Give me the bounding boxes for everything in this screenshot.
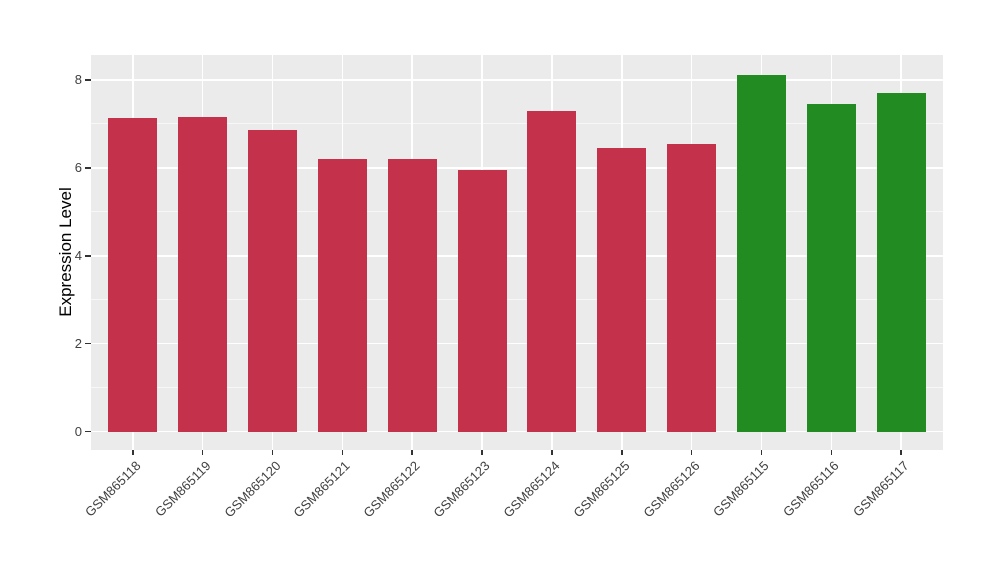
x-tick-mark <box>900 450 902 455</box>
y-tick-label: 6 <box>74 159 82 175</box>
x-tick-mark <box>132 450 134 455</box>
bar-GSM865118 <box>108 118 158 432</box>
y-tick-mark <box>85 430 91 433</box>
bar-GSM865124 <box>527 110 577 432</box>
y-tick-mark <box>85 342 91 345</box>
x-tick-mark <box>760 450 763 455</box>
gridline-minor <box>91 387 943 389</box>
x-tick-label: GSM865116 <box>780 458 842 520</box>
bar-GSM865119 <box>178 116 228 432</box>
x-tick-label: GSM865121 <box>290 458 354 521</box>
bar-GSM865126 <box>667 143 717 432</box>
gridline-minor <box>91 299 943 301</box>
plot-panel <box>91 55 943 450</box>
bar-GSM865117 <box>876 93 926 432</box>
x-tick-mark <box>271 450 274 455</box>
gridline-major <box>91 342 943 345</box>
gridline-minor <box>91 123 943 125</box>
x-tick-label: GSM865118 <box>81 458 144 520</box>
x-tick-label: GSM865123 <box>430 458 493 521</box>
bar-GSM865115 <box>736 74 786 432</box>
x-tick-mark <box>830 450 832 455</box>
x-tick-mark <box>411 450 413 455</box>
x-tick-label: GSM865125 <box>570 458 633 521</box>
x-tick-label: GSM865119 <box>151 458 214 520</box>
x-tick-mark <box>341 450 344 455</box>
x-tick-mark <box>201 450 204 455</box>
y-tick-label: 8 <box>74 72 82 88</box>
y-tick-label: 2 <box>74 335 82 351</box>
y-tick-label: 4 <box>74 247 82 263</box>
gridline-minor <box>91 211 943 213</box>
bar-GSM865125 <box>597 147 647 432</box>
bar-GSM865123 <box>457 169 507 432</box>
x-tick-mark <box>551 450 553 455</box>
x-tick-label: GSM865120 <box>220 458 284 521</box>
bar-GSM865122 <box>387 159 437 432</box>
x-tick-label: GSM865126 <box>639 458 703 521</box>
gridline-major <box>91 167 943 169</box>
y-tick-label: 0 <box>74 423 82 439</box>
bar-GSM865120 <box>248 130 298 432</box>
x-tick-label: GSM865117 <box>850 458 912 520</box>
gridline-major <box>91 255 943 257</box>
gridline-major <box>91 430 943 433</box>
x-tick-label: GSM865124 <box>500 458 563 521</box>
y-tick-mark <box>85 79 91 81</box>
gridline-major <box>91 79 943 81</box>
x-tick-mark <box>481 450 483 455</box>
x-tick-label: GSM865122 <box>360 458 423 521</box>
bar-GSM865116 <box>806 104 856 432</box>
y-tick-mark <box>85 255 91 257</box>
x-tick-label: GSM865115 <box>710 458 773 520</box>
y-tick-mark <box>85 167 91 169</box>
x-tick-mark <box>621 450 623 455</box>
x-tick-mark <box>690 450 693 455</box>
bar-GSM865121 <box>317 159 367 432</box>
